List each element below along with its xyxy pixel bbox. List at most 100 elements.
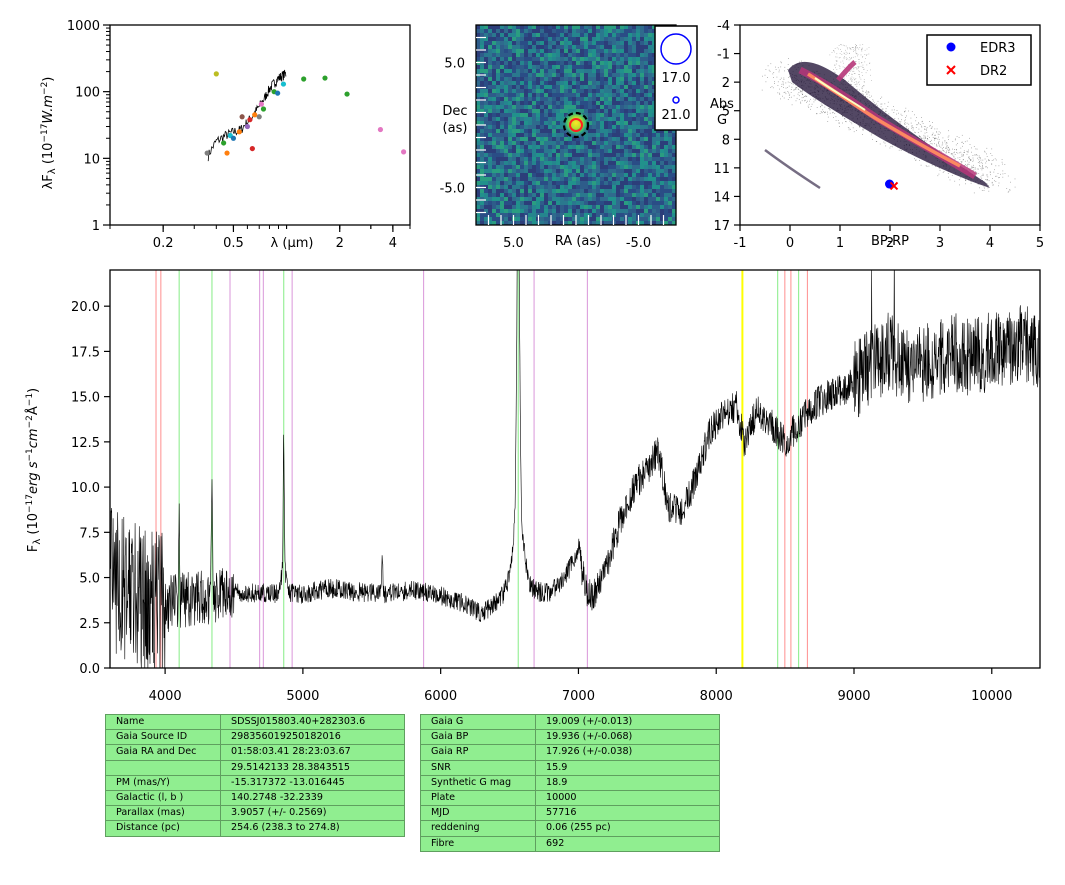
table-row: Gaia Source ID 298356019250182016 [105,729,405,746]
spectrum-x-tick-label: 5000 [286,689,319,704]
spectrum-y-tick-label: 7.5 [79,526,100,541]
legend-edr3-marker [946,42,956,52]
hrd-y-tick-label: -4 [717,19,730,34]
sed-point [301,76,307,82]
hrd-legend: EDR3 DR2 [926,34,1032,86]
table-value-cell: 17.926 (+/-0.038) [535,744,720,761]
hrd-x-tick-label: 3 [936,236,944,251]
spectrum-y-tick-label: 20.0 [71,300,100,315]
table-value-cell: 01:58:03.41 28:23:03.67 [220,744,405,761]
spectrum-chart: 4000 5000 6000 7000 8000 9000 10000 0.0 2.5 5.0 7.… [25,269,1041,704]
table-row: Gaia G 19.009 (+/-0.013) [420,713,720,731]
table-value-cell: 140.2748 -32.2339 [220,789,405,807]
sed-x-tick-label: 0.5 [223,236,244,251]
table-value-cell: 3.9057 (+/- 0.2569) [220,805,405,822]
sed-point [249,145,255,152]
sed-point [401,149,407,155]
table-label-cell: Plate [420,789,536,807]
hrd-x-tick-label: 0 [786,236,794,251]
sed-point [260,106,267,112]
sed-point [322,75,328,81]
sed-point [224,150,230,156]
target-circle-black [562,111,590,139]
spectral-line-markers [155,270,808,668]
sed-point [213,71,219,77]
image-y-axis-label-2: (as) [443,121,468,136]
svg-text:λFλ (10−17W.m−2): λFλ (10−17W.m−2) [40,77,58,190]
hrd-y-axis-label-1: Abs [710,97,734,112]
sed-point [275,90,281,96]
table-value-cell: 29.5142133 28.3843515 [220,759,405,776]
table-label-cell: Galactic (l, b ) [105,789,221,807]
sed-point [344,91,350,97]
table-label-cell: Parallax (mas) [105,805,221,822]
table-row: Gaia BP 19.936 (+/-0.068) [420,729,720,746]
hrd-y-tick-label: 17 [713,219,730,234]
sed-point [280,81,287,87]
hrd-dr2-point [889,181,899,191]
table-value-cell: SDSSJ015803.40+282303.6 [220,713,405,731]
hrd-x-tick-label: 4 [986,236,994,251]
hrd-y-tick-label: -1 [717,48,730,63]
table-row: Distance (pc) 254.6 (238.3 to 274.8) [105,820,405,837]
sed-x-ticks: 0.2 0.5 2 4 [109,225,411,251]
info-table-astrometry: Name SDSSJ015803.40+282303.6 Gaia Source I… [105,713,405,837]
image-x-axis-label: RA (as) [555,234,601,249]
sed-point [230,135,237,141]
table-value-cell: 692 [535,835,720,852]
table-row: Name SDSSJ015803.40+282303.6 [105,713,405,731]
table-value-cell: 254.6 (238.3 to 274.8) [220,820,405,837]
sed-x-tick-label: 0.2 [153,236,174,251]
sed-point [256,114,262,120]
spectrum-flux-line [110,270,1040,668]
sed-point [204,150,210,156]
hrd-edr3-point [885,179,894,189]
legend-label-17: 17.0 [662,71,691,86]
table-label-cell: Name [105,713,221,731]
hrd-x-tick-label: -1 [734,236,747,251]
sed-y-tick-label: 1000 [67,19,100,34]
spectrum-x-tick-label: 10000 [971,689,1012,704]
table-label-cell: Gaia BP [420,729,536,746]
hrd-y-tick-label: 2 [722,76,730,91]
sed-y-tick-label: 10 [83,152,100,167]
sed-point [247,117,253,123]
table-row: Plate 10000 [420,789,720,807]
table-row: Synthetic G mag 18.9 [420,774,720,791]
spectrum-x-tick-label: 4000 [149,689,182,704]
hrd-y-tick-label: 5 [722,105,730,120]
image-cutout-chart: 5.0 -5.0 5.0 -5.0 RA (as) Dec (as) 17.0 21.… [440,24,698,251]
hrd-y-tick-label: 14 [713,190,730,205]
spectrum-y-tick-label: 17.5 [71,345,100,360]
spectrum-y-tick-label: 5.0 [79,572,100,587]
spectrum-y-tick-label: 15.0 [71,391,100,406]
table-row: Gaia RP 17.926 (+/-0.038) [420,744,720,761]
hr-diagram-chart: -1 0 1 2 3 4 5 -4 -1 2 5 8 11 14 17 BP-RP Abs G EDR3 D… [710,19,1044,251]
table-label-cell: PM (mas/Y) [105,774,221,791]
table-label-cell: Synthetic G mag [420,774,536,791]
sed-y-tick-label: 1 [92,219,100,234]
spectrum-x-tick-label: 9000 [837,689,870,704]
table-row: Fibre 692 [420,835,720,852]
table-label-cell [105,759,221,776]
table-value-cell: -15.317372 -13.016445 [220,774,405,791]
hrd-y-tick-label: 11 [713,162,730,177]
legend-circle-small [672,96,680,104]
hrd-ticks: -1 0 1 2 3 4 5 -4 -1 2 5 8 11 14 17 [713,19,1044,251]
table-label-cell: MJD [420,805,536,822]
sed-y-ticks: 1 10 100 1000 [67,19,110,234]
table-label-cell: Gaia RP [420,744,536,761]
table-row: SNR 15.9 [420,759,720,776]
table-value-cell: 0.06 (255 pc) [535,820,720,837]
table-value-cell: 15.9 [535,759,720,776]
hrd-target-points [885,179,899,191]
sed-point [252,112,258,118]
spectrum-x-tick-label: 7000 [562,689,595,704]
legend-label-21: 21.0 [662,108,691,123]
sed-x-axis-label: λ (μm) [271,236,314,251]
spectrum-y-tick-label: 10.0 [71,481,100,496]
sed-point [239,114,245,120]
sed-point [377,126,384,133]
legend-dr2-marker [946,65,956,75]
table-row: Galactic (l, b ) 140.2748 -32.2339 [105,789,405,807]
